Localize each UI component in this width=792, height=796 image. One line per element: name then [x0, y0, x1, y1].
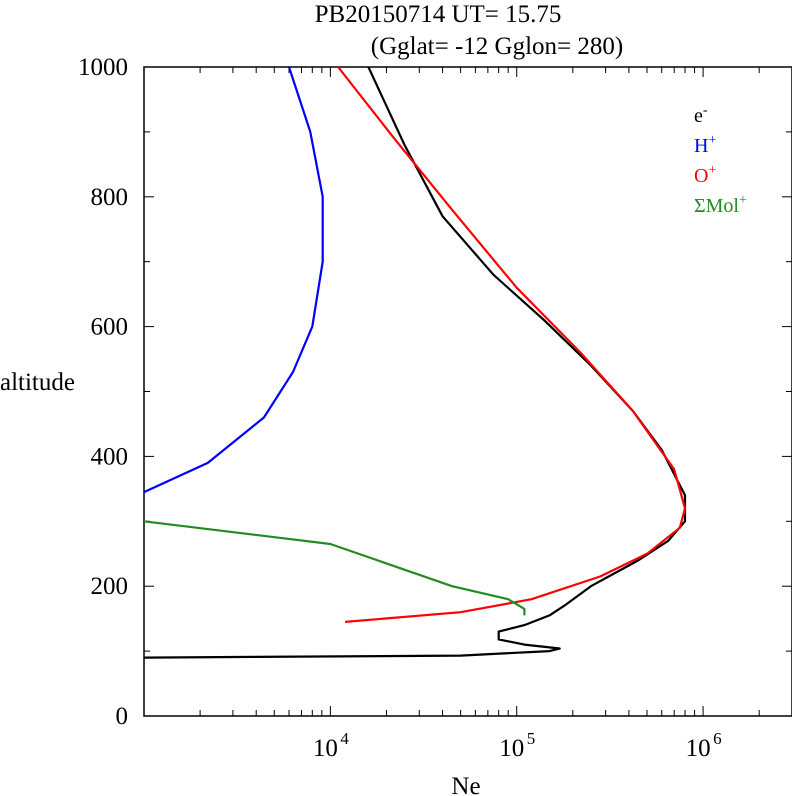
series-lines: [143, 66, 687, 659]
x-axis-label: Ne: [451, 773, 480, 796]
y-tick-label: 1000: [78, 54, 128, 81]
legend: e- H+ O+ ΣMol+: [694, 103, 747, 217]
y-axis-label: altitude: [0, 369, 75, 396]
y-tick-label: 600: [91, 314, 129, 341]
x-tick-label: 10: [499, 735, 524, 762]
x-tick-label: 10: [313, 735, 338, 762]
legend-item: e-: [694, 103, 708, 127]
x-tick-labels: 10 4 10 5 10 6: [313, 729, 722, 762]
axis-ticks: [144, 66, 792, 717]
chart-subtitle: (Gglat= -12 Gglon= 280): [371, 33, 623, 60]
x-tick-exponent: 6: [713, 729, 722, 748]
legend-item: O+: [694, 163, 716, 187]
y-tick-label: 0: [116, 703, 129, 730]
legend-item: H+: [694, 133, 716, 157]
x-tick-exponent: 4: [340, 729, 349, 748]
x-tick-label: 10: [686, 735, 711, 762]
y-tick-labels: 0 200 400 600 800 1000: [78, 54, 128, 730]
chart-title: PB20150714 UT= 15.75: [315, 1, 562, 28]
series-line-mol: [143, 520, 526, 616]
series-line-h: [143, 66, 324, 494]
legend-item: ΣMol+: [694, 193, 747, 217]
y-tick-label: 200: [91, 573, 129, 600]
series-line-e: [143, 66, 687, 659]
y-tick-label: 800: [91, 184, 129, 211]
x-tick-exponent: 5: [527, 729, 536, 748]
series-line-o: [337, 66, 687, 623]
y-tick-label: 400: [91, 443, 129, 470]
